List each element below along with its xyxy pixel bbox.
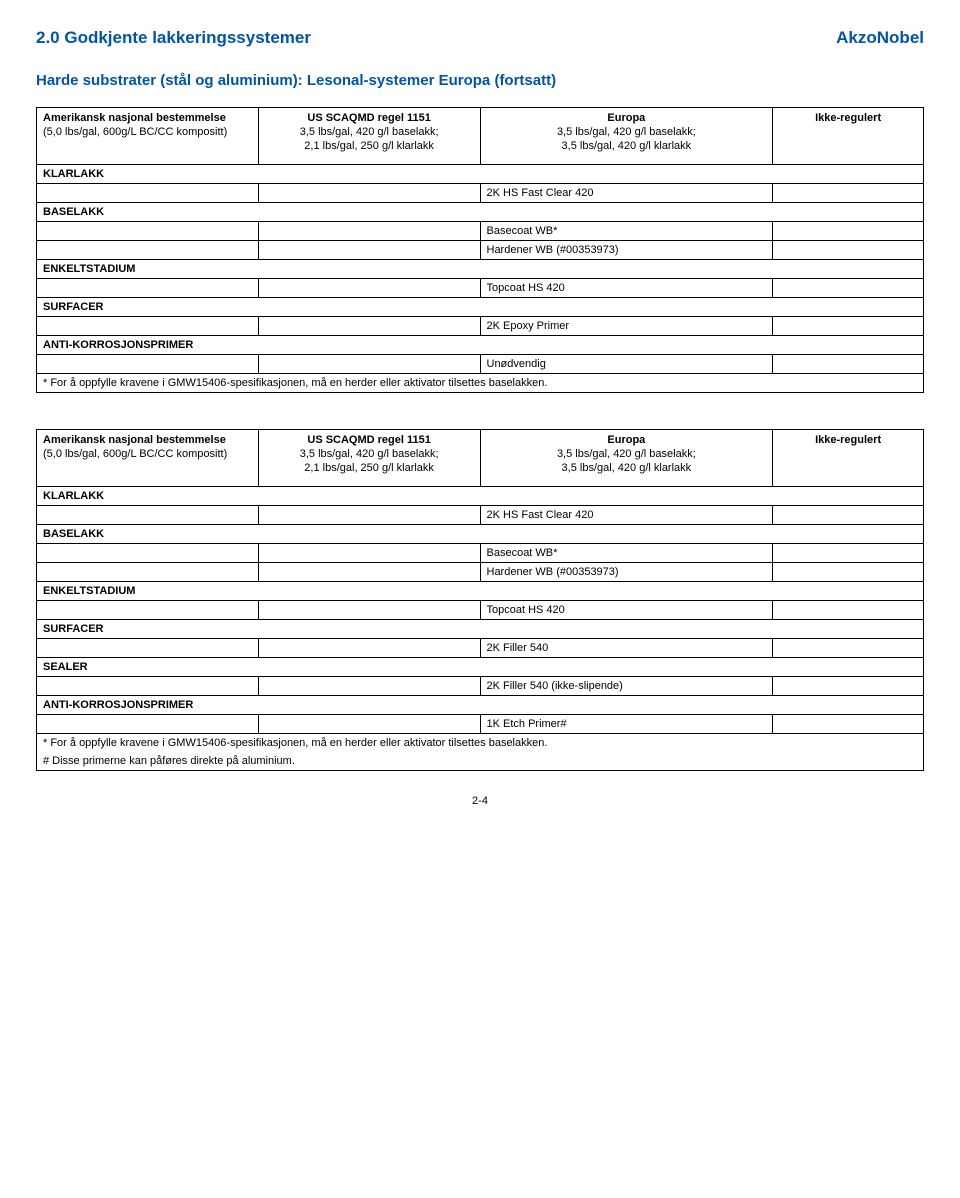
cell-empty bbox=[773, 184, 924, 203]
cell-empty bbox=[37, 355, 259, 374]
section-antikorr: ANTI-KORROSJONSPRIMER bbox=[37, 336, 924, 355]
col1-title: Amerikansk nasjonal bestemmelse bbox=[43, 434, 226, 446]
cell-value: Unødvendig bbox=[480, 355, 773, 374]
col3-sub1: 3,5 lbs/gal, 420 g/l baselakk; bbox=[487, 448, 767, 460]
page-number: 2-4 bbox=[36, 795, 924, 807]
col3-title: Europa bbox=[607, 112, 645, 124]
col3-sub2: 3,5 lbs/gal, 420 g/l klarlakk bbox=[487, 462, 767, 474]
section-surfacer: SURFACER bbox=[37, 298, 924, 317]
cell-empty bbox=[258, 279, 480, 298]
cell-empty bbox=[773, 601, 924, 620]
page-subtitle: Harde substrater (stål og aluminium): Le… bbox=[36, 72, 924, 89]
cell-value: 2K Epoxy Primer bbox=[480, 317, 773, 336]
cell-value: 2K HS Fast Clear 420 bbox=[480, 506, 773, 525]
col2-sub1: 3,5 lbs/gal, 420 g/l baselakk; bbox=[265, 126, 474, 138]
col2-sub1: 3,5 lbs/gal, 420 g/l baselakk; bbox=[265, 448, 474, 460]
section-antikorr: ANTI-KORROSJONSPRIMER bbox=[37, 696, 924, 715]
col3-header: Europa 3,5 lbs/gal, 420 g/l baselakk; 3,… bbox=[480, 108, 773, 165]
cell-empty bbox=[37, 222, 259, 241]
col3-sub1: 3,5 lbs/gal, 420 g/l baselakk; bbox=[487, 126, 767, 138]
cell-value: Topcoat HS 420 bbox=[480, 279, 773, 298]
cell-empty bbox=[773, 222, 924, 241]
cell-empty bbox=[773, 544, 924, 563]
col1-sub: (5,0 lbs/gal, 600g/L BC/CC kompositt) bbox=[43, 126, 252, 138]
cell-empty bbox=[37, 639, 259, 658]
cell-empty bbox=[258, 222, 480, 241]
col4-title: Ikke-regulert bbox=[815, 434, 881, 446]
cell-value: 1K Etch Primer# bbox=[480, 715, 773, 734]
cell-empty bbox=[37, 184, 259, 203]
col3-sub2: 3,5 lbs/gal, 420 g/l klarlakk bbox=[487, 140, 767, 152]
cell-value: Basecoat WB* bbox=[480, 544, 773, 563]
col2-title: US SCAQMD regel 1151 bbox=[307, 112, 431, 124]
cell-empty bbox=[258, 317, 480, 336]
cell-empty bbox=[773, 506, 924, 525]
cell-value: Hardener WB (#00353973) bbox=[480, 563, 773, 582]
cell-empty bbox=[773, 639, 924, 658]
col2-header: US SCAQMD regel 1151 3,5 lbs/gal, 420 g/… bbox=[258, 108, 480, 165]
col3-title: Europa bbox=[607, 434, 645, 446]
brand-name: AkzoNobel bbox=[836, 28, 924, 48]
cell-empty bbox=[37, 601, 259, 620]
cell-empty bbox=[773, 279, 924, 298]
cell-value: Basecoat WB* bbox=[480, 222, 773, 241]
section-enkeltstadium: ENKELTSTADIUM bbox=[37, 582, 924, 601]
cell-empty bbox=[258, 601, 480, 620]
cell-empty bbox=[37, 241, 259, 260]
cell-empty bbox=[773, 241, 924, 260]
cell-value: Topcoat HS 420 bbox=[480, 601, 773, 620]
cell-empty bbox=[258, 677, 480, 696]
col3-header: Europa 3,5 lbs/gal, 420 g/l baselakk; 3,… bbox=[480, 430, 773, 487]
footnote-2: # Disse primerne kan påføres direkte på … bbox=[37, 752, 924, 771]
col2-sub2: 2,1 lbs/gal, 250 g/l klarlakk bbox=[265, 462, 474, 474]
cell-empty bbox=[258, 563, 480, 582]
section-sealer: SEALER bbox=[37, 658, 924, 677]
col2-sub2: 2,1 lbs/gal, 250 g/l klarlakk bbox=[265, 140, 474, 152]
cell-empty bbox=[37, 677, 259, 696]
section-enkeltstadium: ENKELTSTADIUM bbox=[37, 260, 924, 279]
cell-empty bbox=[773, 563, 924, 582]
cell-empty bbox=[258, 184, 480, 203]
col2-header: US SCAQMD regel 1151 3,5 lbs/gal, 420 g/… bbox=[258, 430, 480, 487]
cell-empty bbox=[773, 715, 924, 734]
cell-empty bbox=[258, 241, 480, 260]
footnote: * For å oppfylle kravene i GMW15406-spes… bbox=[37, 374, 924, 393]
cell-empty bbox=[258, 544, 480, 563]
cell-empty bbox=[258, 355, 480, 374]
cell-empty bbox=[37, 715, 259, 734]
cell-empty bbox=[258, 639, 480, 658]
section-baselakk: BASELAKK bbox=[37, 203, 924, 222]
col1-header: Amerikansk nasjonal bestemmelse (5,0 lbs… bbox=[37, 108, 259, 165]
section-baselakk: BASELAKK bbox=[37, 525, 924, 544]
cell-empty bbox=[258, 715, 480, 734]
section-surfacer: SURFACER bbox=[37, 620, 924, 639]
spec-table-1: Amerikansk nasjonal bestemmelse (5,0 lbs… bbox=[36, 107, 924, 393]
col4-title: Ikke-regulert bbox=[815, 112, 881, 124]
cell-empty bbox=[37, 544, 259, 563]
cell-value: 2K HS Fast Clear 420 bbox=[480, 184, 773, 203]
col1-title: Amerikansk nasjonal bestemmelse bbox=[43, 112, 226, 124]
cell-empty bbox=[773, 355, 924, 374]
cell-empty bbox=[37, 563, 259, 582]
cell-empty bbox=[773, 677, 924, 696]
section-klarlakk: KLARLAKK bbox=[37, 165, 924, 184]
cell-value: Hardener WB (#00353973) bbox=[480, 241, 773, 260]
footnote-1: * For å oppfylle kravene i GMW15406-spes… bbox=[37, 734, 924, 753]
cell-empty bbox=[773, 317, 924, 336]
cell-empty bbox=[37, 317, 259, 336]
col1-header: Amerikansk nasjonal bestemmelse (5,0 lbs… bbox=[37, 430, 259, 487]
spec-table-2: Amerikansk nasjonal bestemmelse (5,0 lbs… bbox=[36, 429, 924, 771]
cell-value: 2K Filler 540 (ikke-slipende) bbox=[480, 677, 773, 696]
cell-empty bbox=[37, 279, 259, 298]
cell-empty bbox=[37, 506, 259, 525]
col2-title: US SCAQMD regel 1151 bbox=[307, 434, 431, 446]
cell-empty bbox=[258, 506, 480, 525]
section-title: 2.0 Godkjente lakkeringssystemer bbox=[36, 28, 311, 48]
col1-sub: (5,0 lbs/gal, 600g/L BC/CC kompositt) bbox=[43, 448, 252, 460]
cell-value: 2K Filler 540 bbox=[480, 639, 773, 658]
col4-header: Ikke-regulert bbox=[773, 430, 924, 487]
col4-header: Ikke-regulert bbox=[773, 108, 924, 165]
section-klarlakk: KLARLAKK bbox=[37, 487, 924, 506]
